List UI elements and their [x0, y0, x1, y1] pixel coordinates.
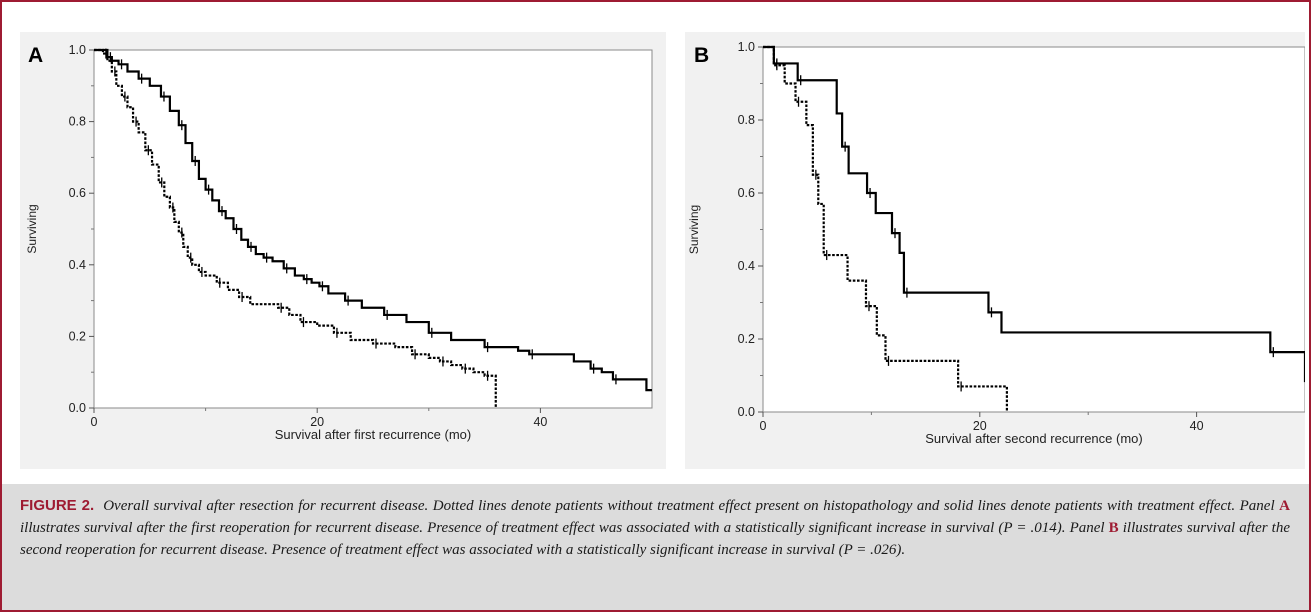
chart-0-y-tick-label: 0.8 [69, 115, 86, 129]
chart-0-x-tick-label: 0 [91, 415, 98, 429]
chart-0-series-solid-line [94, 48, 652, 392]
caption-panel-ref-a: A [1279, 498, 1290, 514]
chart-0-plot-area [93, 49, 653, 409]
caption-text: FIGURE 2. Overall survival after resecti… [20, 495, 1290, 561]
caption-panel-ref-b: B [1108, 520, 1119, 536]
chart-1-y-tick-label: 1.0 [738, 40, 755, 54]
chart-1-y-axis-label: Surviving [687, 205, 701, 254]
figure-caption: FIGURE 2. Overall survival after resecti… [2, 484, 1309, 610]
caption-part-3: illustrates survival after the second re… [20, 520, 1290, 558]
chart-0-y-tick-label: 1.0 [69, 43, 86, 57]
chart-1-x-tick-label: 20 [973, 419, 987, 433]
chart-1-y-tick-label: 0.0 [738, 405, 755, 419]
chart-1-x-axis-label: Survival after second recurrence (mo) [925, 431, 1142, 446]
chart-0-x-axis-label: Survival after first recurrence (mo) [275, 427, 472, 442]
chart-0-x-tick-label: 20 [310, 415, 324, 429]
chart-a-svg: 0.0 0.2 0.4 0.6 0.8 1.0 0 20 40 Survival after fi… [25, 43, 653, 442]
panel-b-letter: B [694, 44, 710, 67]
chart-0-x-tick-label: 40 [533, 415, 547, 429]
chart-0-y-tick-label: 0.0 [69, 401, 86, 415]
chart-0-y-axis-label: Surviving [25, 204, 39, 253]
panel-b: 0.0 0.2 0.4 0.6 0.8 1.0 0 20 40 Survival after se… [685, 32, 1305, 469]
chart-1-y-tick-label: 0.4 [738, 259, 755, 273]
chart-1-x-tick-label: 40 [1190, 419, 1204, 433]
caption-part-1: Overall survival after resection for rec… [103, 498, 1280, 514]
chart-1-y-tick-label: 0.6 [738, 186, 755, 200]
panel-a: 0.0 0.2 0.4 0.6 0.8 1.0 0 20 40 Survival after fi… [20, 32, 666, 469]
chart-1-x-tick-label: 0 [760, 419, 767, 433]
chart-0-y-tick-label: 0.2 [69, 329, 86, 343]
chart-0-y-tick-label: 0.6 [69, 186, 86, 200]
chart-0-y-tick-label: 0.4 [69, 258, 86, 272]
chart-b-svg: 0.0 0.2 0.4 0.6 0.8 1.0 0 20 40 Survival after se… [687, 40, 1305, 446]
chart-1-plot-area [762, 46, 1305, 413]
chart-0-series-dotted-line [94, 48, 497, 408]
caption-figure-label: FIGURE 2. [20, 497, 95, 514]
caption-part-2: illustrates survival after the first reo… [20, 520, 1109, 536]
chart-1-y-tick-label: 0.8 [738, 113, 755, 127]
chart-1-y-tick-label: 0.2 [738, 332, 755, 346]
panel-a-letter: A [28, 44, 44, 67]
chart-1-series-solid-line [763, 45, 1305, 383]
